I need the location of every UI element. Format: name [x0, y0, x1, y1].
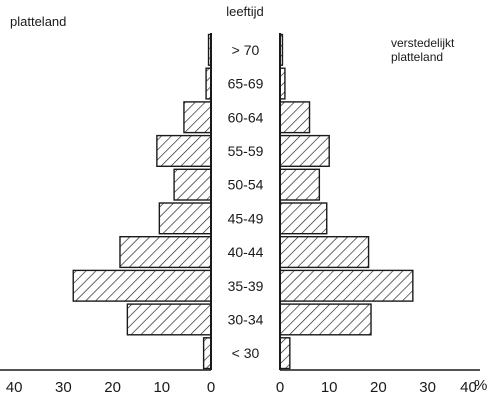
right-tick-10: 10: [321, 379, 338, 396]
age-label-30-34: 30-34: [228, 311, 264, 327]
left-tick-30: 30: [55, 379, 72, 396]
left-tick-20: 20: [104, 379, 121, 396]
bar-right-60-64: [279, 101, 311, 134]
bar-right-45-49: [279, 202, 328, 235]
bar-left-60-64: [183, 101, 212, 134]
age-label-30: < 30: [232, 345, 260, 361]
bar-right-40-44: [279, 235, 370, 269]
center-axis-label: leeftijd: [226, 4, 264, 19]
age-label-70: > 70: [232, 42, 260, 58]
left-tick-labels: 40 30 20 10 0: [6, 379, 215, 396]
age-label-40-44: 40-44: [228, 244, 264, 260]
bar-right-30-34: [279, 303, 372, 336]
left-tick-0: 0: [207, 379, 215, 396]
age-labels-group: > 70 65-69 60-64 55-59 50-54 45-49 40-44 35-39 3…: [228, 42, 264, 361]
bar-right-50-54: [279, 168, 321, 201]
right-tick-30: 30: [419, 379, 436, 396]
bar-left-45-49: [158, 202, 212, 235]
age-label-60-64: 60-64: [228, 109, 264, 125]
bar-left-50-54: [173, 168, 212, 201]
right-panel-label-line1: verstedelijkt: [391, 36, 455, 50]
bar-left-35-39: [72, 269, 212, 302]
bar-right-30: [279, 337, 291, 370]
left-panel-label: platteland: [10, 14, 66, 29]
left-tick-40: 40: [6, 379, 23, 396]
bar-left-30-34: [126, 303, 212, 336]
left-bars-group: [72, 33, 212, 370]
bar-left-55-59: [156, 134, 212, 168]
left-tick-10: 10: [153, 379, 170, 396]
right-tick-20: 20: [370, 379, 387, 396]
age-label-50-54: 50-54: [228, 177, 264, 193]
age-label-55-59: 55-59: [228, 143, 264, 159]
bar-left-30: [202, 337, 212, 370]
right-tick-40: 40: [460, 379, 477, 396]
age-label-35-39: 35-39: [228, 278, 264, 294]
right-tick-0: 0: [276, 379, 284, 396]
right-bars-group: [279, 33, 414, 370]
right-panel-label-line2: platteland: [391, 50, 443, 64]
right-tick-labels: 0 10 20 30 40: [276, 379, 477, 396]
bar-right-55-59: [279, 134, 330, 168]
age-label-65-69: 65-69: [228, 76, 264, 92]
unit-label: %: [474, 377, 487, 394]
bar-right-35-39: [279, 269, 414, 302]
age-label-45-49: 45-49: [228, 210, 264, 226]
bar-left-40-44: [119, 235, 212, 269]
